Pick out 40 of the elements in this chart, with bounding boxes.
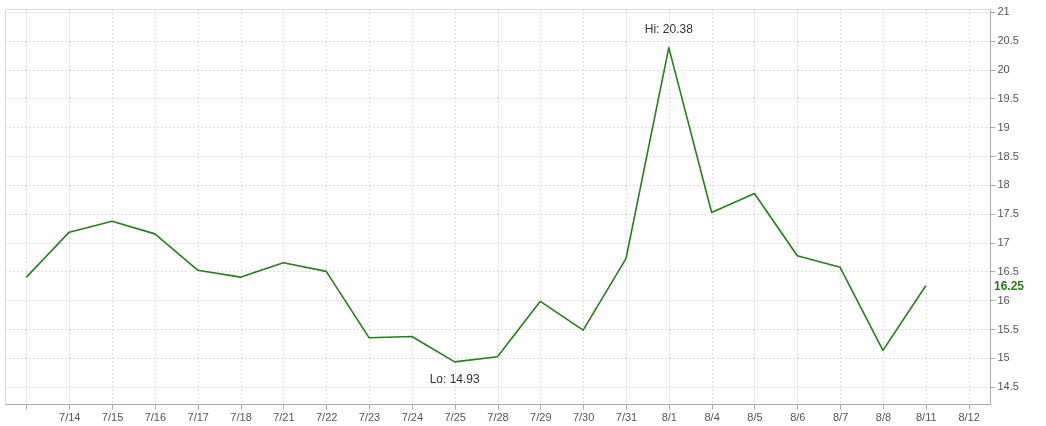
line-series <box>25 46 927 363</box>
y-tick-label: 17.5 <box>997 207 1019 220</box>
x-tick-label: 8/7 <box>832 410 849 423</box>
x-tick-label: 8/8 <box>875 410 892 423</box>
y-tick-label: 16 <box>997 293 1010 306</box>
x-tick-label: 7/17 <box>187 410 209 423</box>
x-tick-label: 7/14 <box>59 410 81 423</box>
y-tick-label: 18 <box>997 178 1010 191</box>
y-tick-label: 20.5 <box>997 34 1019 47</box>
x-tick-label: 8/4 <box>704 410 720 423</box>
y-tick-label: 20 <box>997 63 1010 76</box>
x-tick-label: 7/31 <box>615 410 638 423</box>
x-tick-label: 7/23 <box>358 410 381 423</box>
x-tick-label: 7/24 <box>401 410 424 423</box>
y-tick-label: 14.5 <box>997 380 1019 393</box>
y-tick-label: 18.5 <box>997 149 1019 162</box>
y-tick-label: 15 <box>997 351 1010 364</box>
x-tick-label: 8/5 <box>747 410 763 423</box>
x-tick-label: 7/22 <box>315 410 338 423</box>
x-tick-label: 7/15 <box>101 410 124 423</box>
y-tick-label: 19 <box>997 120 1010 133</box>
x-tick-label: 7/18 <box>230 410 252 423</box>
y-tick-label: 16.5 <box>997 264 1019 277</box>
x-tick-label: 8/12 <box>958 410 980 423</box>
y-tick-label: 15.5 <box>997 322 1019 335</box>
x-tick-label: 7/30 <box>572 410 595 423</box>
y-tick-label: 17 <box>997 236 1010 249</box>
x-tick-label: 7/25 <box>444 410 466 423</box>
x-tick-label: 7/29 <box>530 410 552 423</box>
x-tick-label: 8/6 <box>790 410 806 423</box>
annotation: Lo: 14.93 <box>429 371 481 386</box>
x-tick-label: 8/1 <box>661 410 677 423</box>
x-tick-label: 7/16 <box>144 410 167 423</box>
annotation: Hi: 20.38 <box>644 21 694 36</box>
x-tick-label: 7/28 <box>487 410 509 423</box>
text: 16.25 <box>994 278 1025 293</box>
x-tick-label: 8/11 <box>915 410 937 423</box>
x-tick-label: 7/21 <box>273 410 295 423</box>
y-tick-label: 21 <box>997 5 1010 18</box>
y-tick-label: 19.5 <box>997 91 1019 104</box>
